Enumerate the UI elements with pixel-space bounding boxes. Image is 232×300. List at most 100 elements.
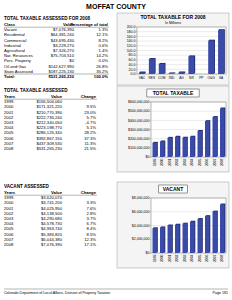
bar-shadow — [191, 221, 196, 252]
tick-mark — [150, 129, 151, 130]
table: VACANT ASSESSEDYearsValueChange1999$3,62… — [4, 184, 97, 247]
bar — [149, 59, 155, 74]
tick-mark — [136, 55, 137, 56]
bars — [153, 204, 226, 253]
x-tick-label: 2007 — [213, 158, 217, 166]
column-header: Change — [81, 190, 97, 195]
x-tick-label: 2002 — [175, 254, 179, 262]
y-tick-label: $0 — [145, 155, 149, 159]
x-tick-label: 2000 — [160, 158, 164, 166]
tick-mark — [136, 59, 137, 60]
x-tick-label: 1999 — [153, 254, 157, 262]
table-cell: $7,076,390 — [41, 242, 63, 247]
bar-shadow — [206, 120, 211, 156]
bar-shadow — [168, 225, 173, 253]
chart: TOTAL TAXABLE$0$100,000,000$200,000,000$… — [117, 86, 229, 172]
bar-shadow — [176, 136, 181, 156]
x-tick-label: 1999 — [153, 158, 157, 166]
footer-page: Page 181 — [213, 291, 228, 295]
x-tick-label: PP — [199, 76, 203, 80]
bar-shadow — [213, 211, 218, 253]
y-tick-label: 60.0 — [129, 58, 136, 62]
y-tick-label: $4,000,000 — [132, 224, 150, 228]
bar-shadow — [198, 218, 203, 252]
bar — [168, 138, 173, 157]
x-tick-label: AG — [179, 76, 184, 80]
x-tick-label: RES — [149, 76, 156, 80]
y-tick-label: 0.0 — [131, 72, 136, 76]
table-cell: $531,265,230 — [36, 146, 62, 151]
grid-line — [137, 31, 226, 32]
bar-shadow — [161, 140, 166, 156]
bar-shadow — [179, 71, 185, 73]
y-tick-label: $8,000,000 — [132, 196, 150, 200]
chart-frame — [117, 182, 229, 268]
bar-shadow — [183, 137, 188, 156]
background — [0, 0, 232, 300]
x-tick-label: COM — [158, 76, 166, 80]
bar — [213, 117, 218, 157]
tick-mark — [136, 41, 137, 42]
bar-shadow — [199, 73, 205, 74]
table-title: TOTAL TAXABLE ASSESSED — [4, 88, 68, 93]
table: TOTAL TAXABLE ASSESSED FOR 2008ClassValu… — [4, 16, 109, 79]
x-tick-label: 2008 — [220, 158, 224, 166]
bar-shadow — [160, 63, 166, 73]
chart-frame — [117, 86, 229, 172]
bar — [175, 137, 180, 157]
x-tick-label: 2004 — [190, 158, 194, 166]
bar — [160, 227, 165, 253]
bar — [205, 216, 210, 253]
bar — [218, 30, 224, 74]
bar — [160, 141, 165, 157]
x-tick-label: 2006 — [205, 254, 209, 262]
bar — [198, 219, 203, 253]
bar — [183, 224, 188, 253]
bar-shadow — [219, 29, 225, 73]
tick-mark — [150, 157, 151, 158]
y-tick-label: 20.0 — [129, 68, 136, 72]
grid-line — [151, 102, 226, 103]
y-tick-label: $0 — [145, 251, 149, 255]
bar — [169, 73, 175, 74]
bar-shadow — [213, 116, 218, 156]
y-tick-label: 120.0 — [127, 44, 136, 48]
plot-area — [151, 198, 226, 253]
y-tick-label: 180.0 — [127, 30, 136, 34]
bar — [205, 121, 210, 157]
bar-shadow — [198, 130, 203, 156]
x-tick-label: O&G — [208, 76, 216, 80]
x-tick-label: 2002 — [175, 158, 179, 166]
page: MOFFAT COUNTYTOTAL TAXABLE ASSESSED FOR … — [0, 0, 232, 300]
bar — [153, 143, 158, 157]
y-tick-label: $600,000,000 — [128, 100, 149, 104]
x-tick-label: 2005 — [198, 254, 202, 262]
y-tick-label: 160.0 — [127, 35, 136, 39]
plot-area — [151, 102, 226, 157]
x-tick-label: 2004 — [190, 254, 194, 262]
table-title: TOTAL TAXABLE ASSESSED FOR 2008 — [4, 16, 90, 21]
tick-mark — [150, 102, 151, 103]
tick-mark — [150, 147, 151, 148]
x-tick-label: 2007 — [213, 254, 217, 262]
y-tick-label: 80.0 — [129, 53, 136, 57]
grid-line — [137, 36, 226, 37]
bar-shadow — [153, 227, 158, 252]
chart-title: TOTAL TAXABLE — [153, 90, 194, 96]
bar — [190, 137, 195, 157]
x-tick-label: 2003 — [183, 254, 187, 262]
tick-mark — [136, 74, 137, 75]
title-box — [159, 185, 187, 193]
bars — [139, 29, 225, 74]
y-tick-label: $6,000,000 — [132, 210, 150, 214]
y-tick-label: $500,000,000 — [128, 109, 149, 113]
table-total: $531,265,230 — [48, 74, 74, 79]
tick-mark — [136, 64, 137, 65]
y-tick-label: 140.0 — [127, 39, 136, 43]
bar — [198, 131, 203, 157]
chart-title: TOTAL TAXABLE FOR 2008 — [140, 14, 205, 20]
bar-shadow — [176, 224, 181, 252]
tick-mark — [136, 31, 137, 32]
footer-rule — [4, 289, 228, 290]
plot-area — [137, 27, 226, 74]
